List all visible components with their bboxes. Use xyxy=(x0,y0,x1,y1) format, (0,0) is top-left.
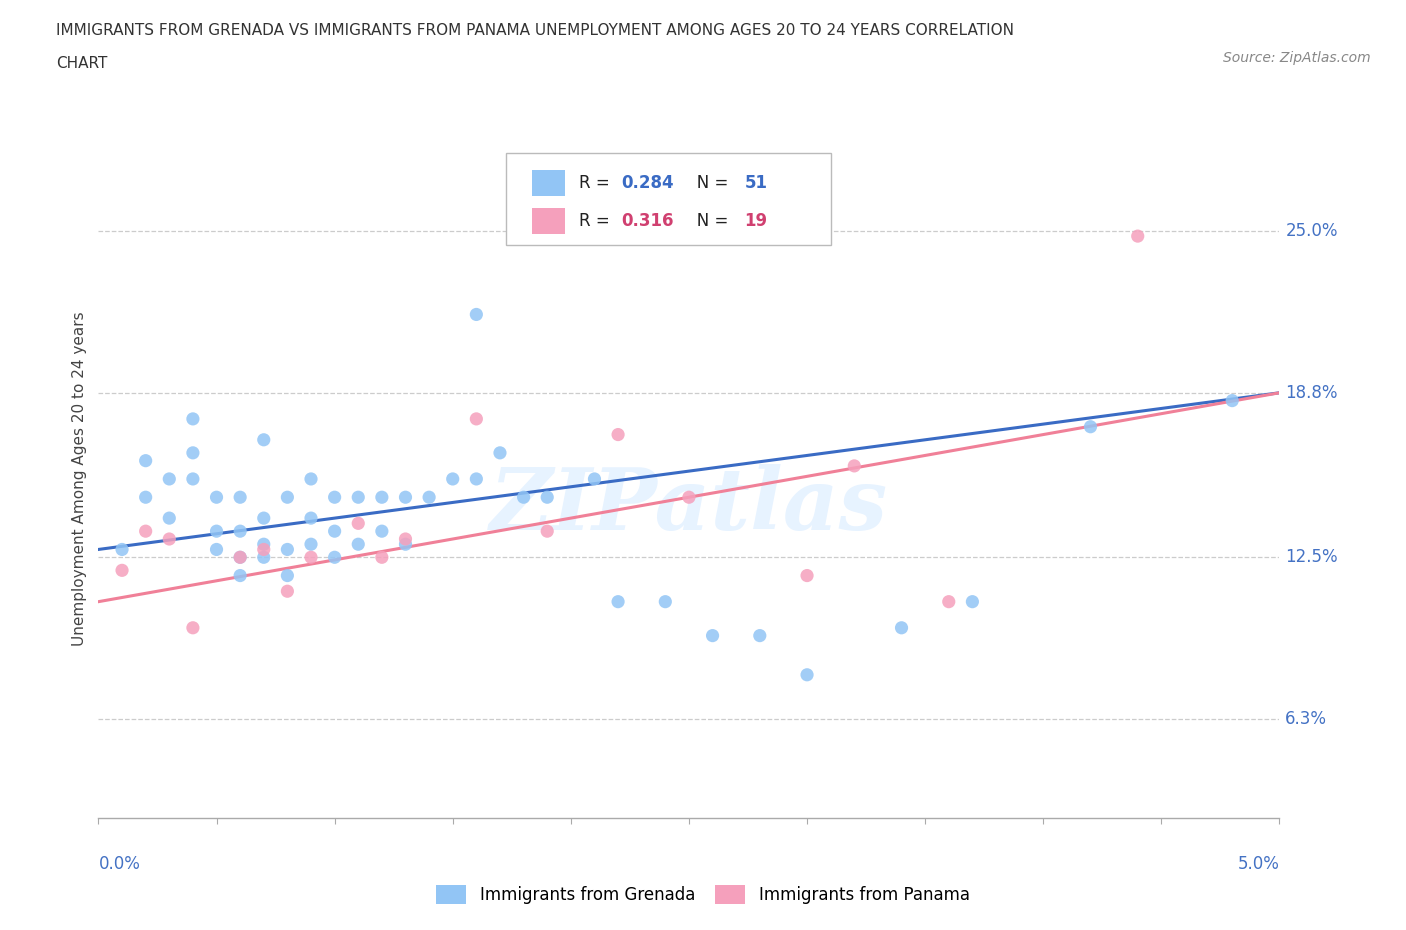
Text: R =: R = xyxy=(579,174,614,193)
FancyBboxPatch shape xyxy=(531,170,565,196)
Point xyxy=(1126,229,1149,244)
Point xyxy=(796,568,818,583)
Point xyxy=(465,411,488,426)
Point xyxy=(844,458,866,473)
Point xyxy=(299,472,322,486)
Point xyxy=(371,524,394,538)
Point xyxy=(418,490,440,505)
Point xyxy=(157,532,180,547)
Point xyxy=(229,490,252,505)
Point xyxy=(1080,419,1102,434)
Text: ZIPatlas: ZIPatlas xyxy=(489,464,889,548)
Point xyxy=(371,550,394,565)
Point xyxy=(205,542,228,557)
Point xyxy=(323,524,346,538)
Point xyxy=(347,490,370,505)
FancyBboxPatch shape xyxy=(506,153,831,245)
Point xyxy=(607,427,630,442)
Point xyxy=(181,620,204,635)
Point xyxy=(111,542,134,557)
Text: CHART: CHART xyxy=(56,56,108,71)
Point xyxy=(536,490,558,505)
Text: 6.3%: 6.3% xyxy=(1285,711,1327,728)
Point xyxy=(607,594,630,609)
Point xyxy=(276,542,298,557)
Text: 0.0%: 0.0% xyxy=(98,855,141,873)
Point xyxy=(253,511,276,525)
Text: 19: 19 xyxy=(744,212,768,230)
Point xyxy=(205,490,228,505)
Text: 0.284: 0.284 xyxy=(621,174,675,193)
Point xyxy=(583,472,606,486)
Point xyxy=(465,307,488,322)
Point xyxy=(253,542,276,557)
Point xyxy=(512,490,534,505)
Point xyxy=(323,550,346,565)
Point xyxy=(890,620,912,635)
Point xyxy=(229,524,252,538)
Point xyxy=(702,628,724,643)
Point xyxy=(299,511,322,525)
Text: 18.8%: 18.8% xyxy=(1285,384,1339,402)
Point xyxy=(347,516,370,531)
Point xyxy=(157,511,180,525)
Point xyxy=(796,668,818,683)
Text: IMMIGRANTS FROM GRENADA VS IMMIGRANTS FROM PANAMA UNEMPLOYMENT AMONG AGES 20 TO : IMMIGRANTS FROM GRENADA VS IMMIGRANTS FR… xyxy=(56,23,1014,38)
Point xyxy=(253,537,276,551)
Point xyxy=(394,537,416,551)
Point xyxy=(347,537,370,551)
Point xyxy=(253,550,276,565)
Point xyxy=(157,472,180,486)
Point xyxy=(938,594,960,609)
Point xyxy=(299,537,322,551)
Point xyxy=(962,594,984,609)
FancyBboxPatch shape xyxy=(531,208,565,233)
Text: N =: N = xyxy=(681,174,734,193)
Text: N =: N = xyxy=(681,212,734,230)
Point xyxy=(181,411,204,426)
Point xyxy=(323,490,346,505)
Y-axis label: Unemployment Among Ages 20 to 24 years: Unemployment Among Ages 20 to 24 years xyxy=(72,312,87,646)
Point xyxy=(1220,393,1243,408)
Point xyxy=(299,550,322,565)
Point xyxy=(229,568,252,583)
Point xyxy=(253,432,276,447)
Point xyxy=(135,524,157,538)
Text: 51: 51 xyxy=(744,174,768,193)
Point xyxy=(135,490,157,505)
Point xyxy=(276,584,298,599)
Point xyxy=(276,490,298,505)
Text: 25.0%: 25.0% xyxy=(1285,222,1339,240)
Point xyxy=(205,524,228,538)
Text: 0.316: 0.316 xyxy=(621,212,673,230)
Point xyxy=(394,532,416,547)
Point xyxy=(678,490,700,505)
Point xyxy=(276,568,298,583)
Text: R =: R = xyxy=(579,212,614,230)
Point xyxy=(111,563,134,578)
Point xyxy=(489,445,512,460)
Point xyxy=(441,472,464,486)
Point xyxy=(371,490,394,505)
Point xyxy=(135,453,157,468)
Point xyxy=(181,445,204,460)
Point xyxy=(654,594,676,609)
Point xyxy=(229,550,252,565)
Point xyxy=(394,490,416,505)
Point xyxy=(465,472,488,486)
Point xyxy=(229,550,252,565)
Point xyxy=(748,628,770,643)
Text: Source: ZipAtlas.com: Source: ZipAtlas.com xyxy=(1223,51,1371,65)
Point xyxy=(536,524,558,538)
Legend: Immigrants from Grenada, Immigrants from Panama: Immigrants from Grenada, Immigrants from… xyxy=(429,876,977,912)
Point xyxy=(181,472,204,486)
Text: 5.0%: 5.0% xyxy=(1237,855,1279,873)
Text: 12.5%: 12.5% xyxy=(1285,549,1339,566)
